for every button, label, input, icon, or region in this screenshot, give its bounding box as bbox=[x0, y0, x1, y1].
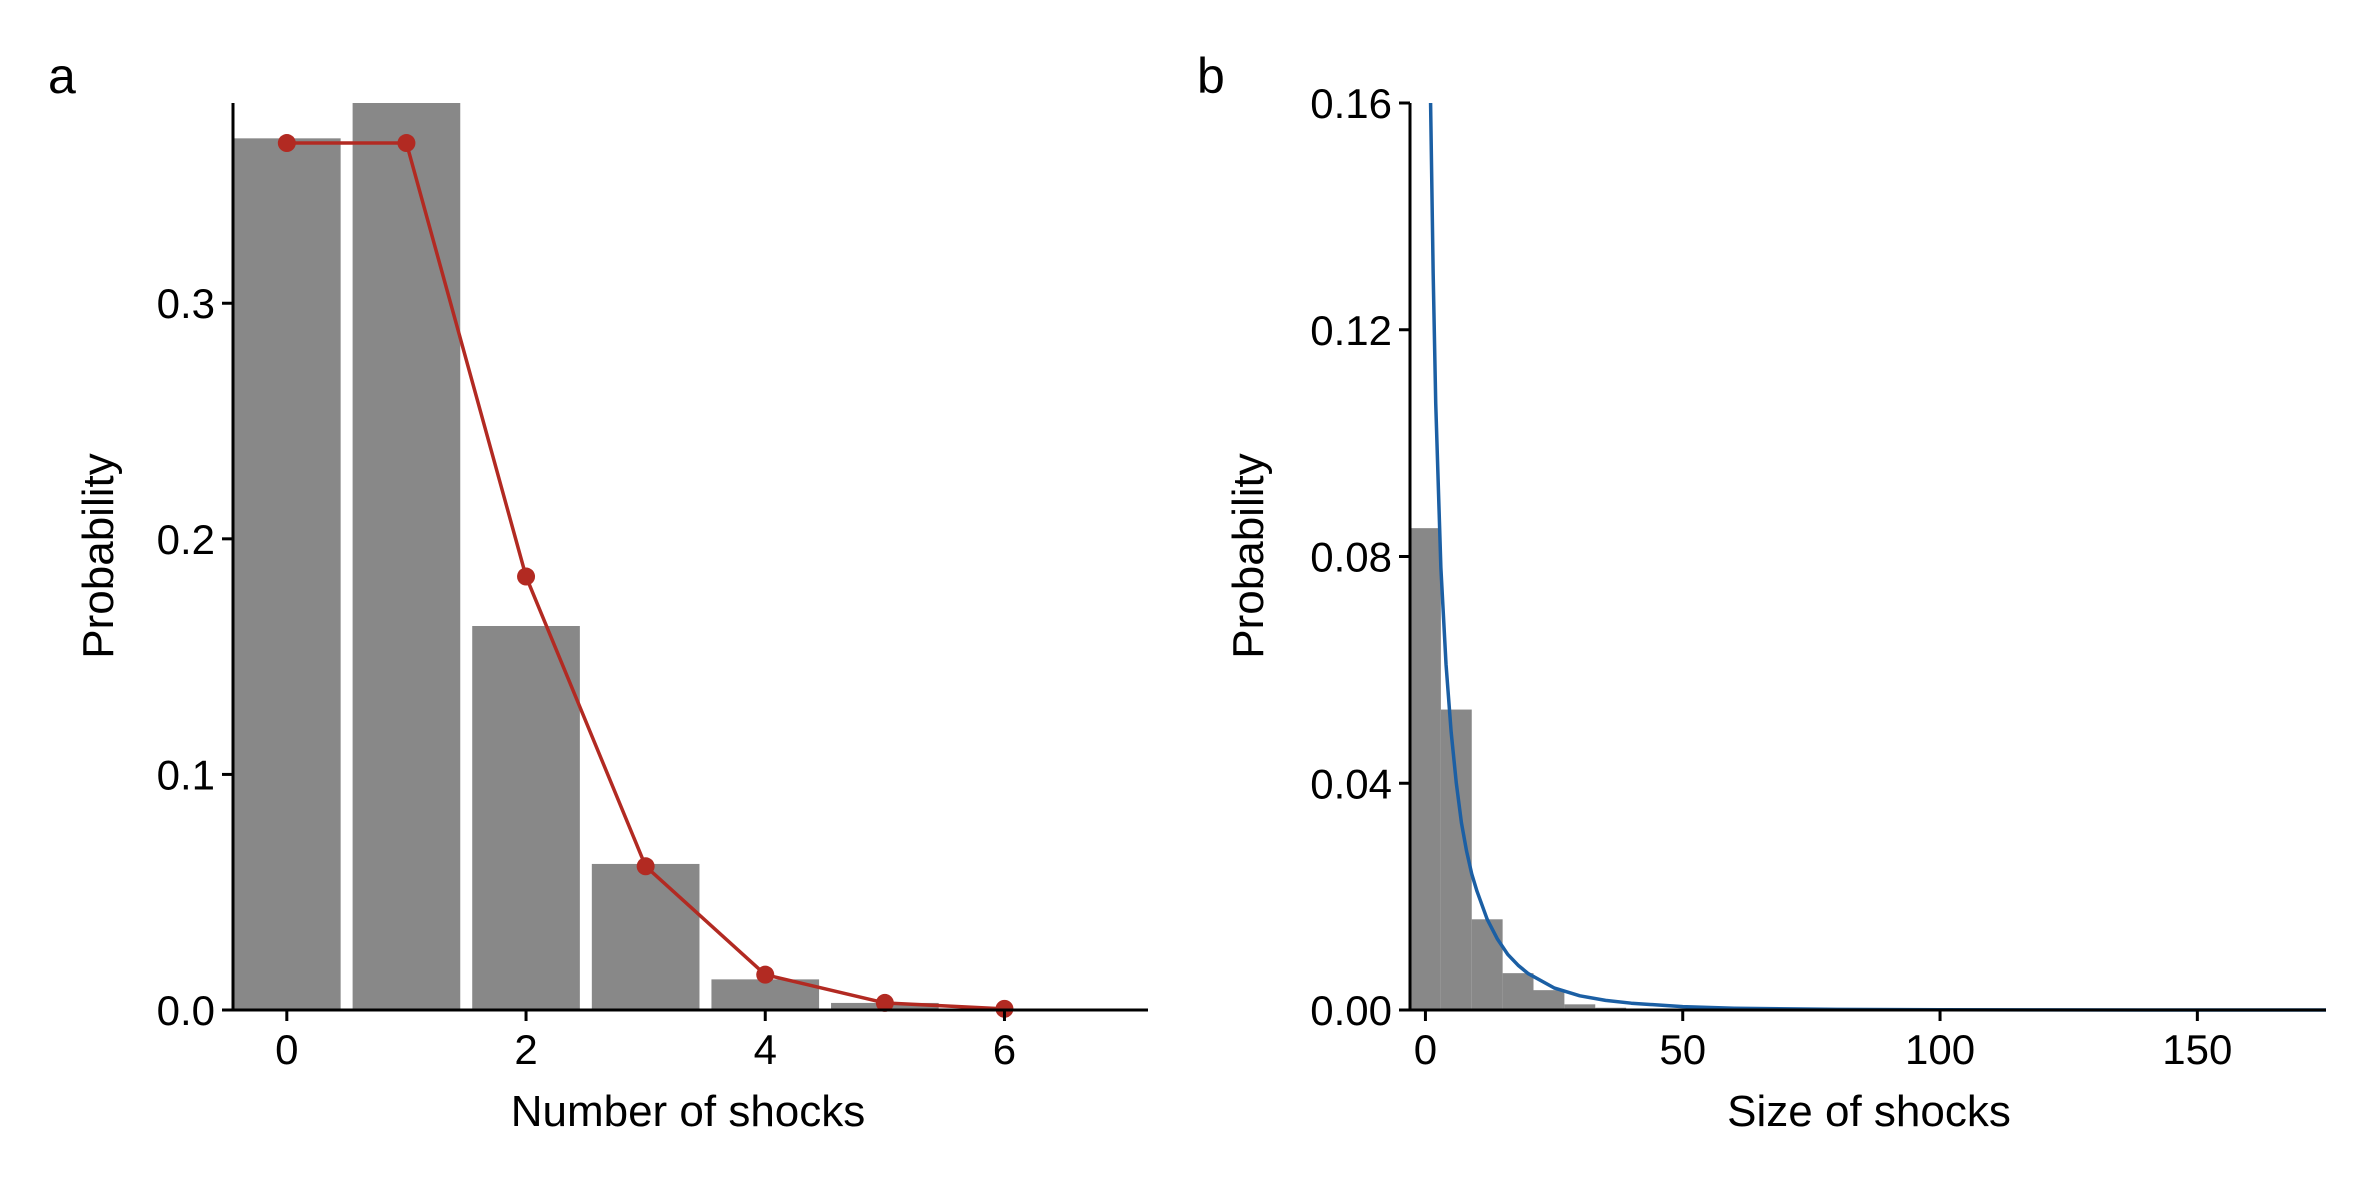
panel-b-bar bbox=[1410, 528, 1441, 1010]
panel-b-y-axis-title: Probability bbox=[1224, 453, 1273, 658]
panel-b-y-tick-label: 0.08 bbox=[1310, 534, 1392, 581]
panel-a-y-tick-label: 0.1 bbox=[157, 751, 215, 798]
panel-b-x-tick-label: 50 bbox=[1659, 1026, 1706, 1073]
panel-a-x-tick-label: 6 bbox=[993, 1026, 1016, 1073]
panel-a-y-tick-label: 0.3 bbox=[157, 280, 215, 327]
panel-b-bar bbox=[1564, 1004, 1596, 1010]
panel-b-y-tick-label: 0.16 bbox=[1310, 80, 1392, 127]
panel-a-x-tick-label: 0 bbox=[275, 1026, 298, 1073]
panel-a-x-axis-title: Number of shocks bbox=[511, 1087, 866, 1136]
panel-a-poisson-point bbox=[636, 857, 655, 876]
panel-a: a 0 2 4 6 0.0 0.1 0.2 0.3 Number of shocks Prob… bbox=[48, 48, 1148, 1136]
panel-b-bar bbox=[1471, 919, 1503, 1010]
panel-a-x-tick-label: 2 bbox=[514, 1026, 537, 1073]
panel-a-y-tick-label: 0.0 bbox=[157, 987, 215, 1034]
panel-b: b 0 50 100 150 0.00 0.04 0.08 0.12 0.16 Size of … bbox=[1197, 48, 2327, 1136]
panel-a-bar bbox=[591, 863, 700, 1010]
panel-a-x-tick-label: 4 bbox=[754, 1026, 777, 1073]
panel-a-y-tick-label: 0.2 bbox=[157, 516, 215, 563]
panel-b-x-axis-title: Size of shocks bbox=[1727, 1087, 2011, 1136]
panel-a-bar bbox=[352, 103, 461, 1010]
panel-a-poisson-point bbox=[875, 993, 894, 1012]
panel-a-bar bbox=[472, 625, 580, 1010]
panel-a-poisson-point bbox=[756, 965, 775, 984]
panel-b-y-tick-label: 0.00 bbox=[1310, 987, 1392, 1034]
panel-a-y-axis-title: Probability bbox=[74, 453, 123, 658]
panel-b-x-tick-label: 0 bbox=[1414, 1026, 1437, 1073]
panel-a-poisson-line bbox=[277, 134, 1014, 1018]
panel-b-bars bbox=[1410, 528, 1627, 1010]
panel-a-bar bbox=[233, 138, 341, 1011]
panel-b-label: b bbox=[1197, 48, 1225, 104]
panel-b-y-tick-label: 0.12 bbox=[1310, 307, 1392, 354]
panel-b-y-tick-label: 0.04 bbox=[1310, 760, 1392, 807]
panel-b-exponential-polyline bbox=[1428, 102, 2327, 1012]
panel-a-poisson-point bbox=[397, 134, 416, 153]
panel-b-x-tick-label: 150 bbox=[2162, 1026, 2232, 1073]
panel-a-bars bbox=[233, 103, 939, 1011]
panel-b-bar bbox=[1533, 990, 1565, 1010]
panel-a-axes: 0 2 4 6 0.0 0.1 0.2 0.3 bbox=[157, 103, 1148, 1073]
panel-b-axes: 0 50 100 150 0.00 0.04 0.08 0.12 0.16 bbox=[1310, 80, 2326, 1073]
panel-b-exponential-curve bbox=[1428, 102, 2327, 1012]
panel-a-poisson-point bbox=[517, 567, 536, 586]
panel-b-x-tick-label: 100 bbox=[1905, 1026, 1975, 1073]
panel-b-bar bbox=[1440, 709, 1472, 1010]
panel-a-label: a bbox=[48, 48, 76, 104]
panel-a-poisson-point bbox=[277, 134, 296, 153]
panel-b-bar bbox=[1502, 973, 1534, 1010]
